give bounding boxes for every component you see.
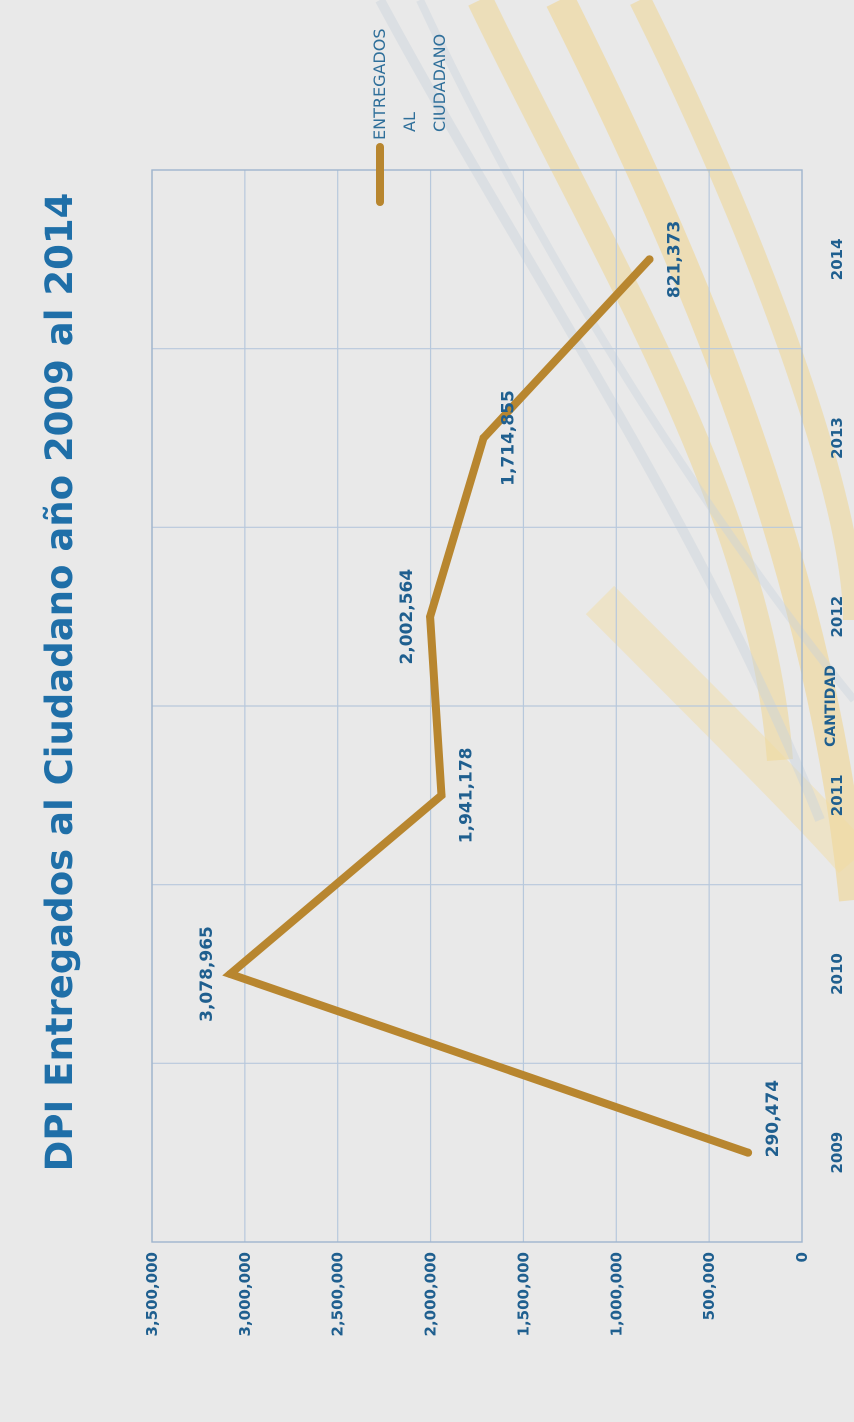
data-label: 2,002,564 xyxy=(397,569,417,665)
x-tick-label: 2009 xyxy=(828,1132,846,1174)
x-axis-ticks: 2009 2010 2011 2012 2013 2014 xyxy=(828,238,846,1173)
legend-line-3: CIUDADANO xyxy=(430,34,449,132)
data-label: 3,078,965 xyxy=(197,926,217,1022)
y-tick-label: 3,500,000 xyxy=(143,1252,161,1336)
data-labels: 290,474 3,078,965 1,941,178 2,002,564 1,714,… xyxy=(197,221,783,1158)
legend-line-1: ENTREGADOS xyxy=(370,29,389,141)
grid-lines xyxy=(151,170,802,1242)
y-tick-label: 0 xyxy=(793,1252,811,1262)
legend: ENTREGADOS AL CIUDADANO xyxy=(370,29,449,206)
plot-area xyxy=(151,169,803,1243)
data-point xyxy=(479,434,488,442)
chart-title: DPI Entregados al Ciudadano año 2009 al … xyxy=(38,193,81,1172)
y-tick-label: 500,000 xyxy=(700,1252,718,1320)
data-point xyxy=(226,970,235,978)
data-label: 1,714,855 xyxy=(499,390,519,486)
data-label: 1,941,178 xyxy=(456,747,476,843)
data-point xyxy=(426,612,435,621)
x-tick-label: 2011 xyxy=(828,774,846,816)
y-tick-label: 2,500,000 xyxy=(329,1252,347,1336)
x-tick-label: 2014 xyxy=(828,238,846,280)
x-tick-label: 2012 xyxy=(828,596,846,638)
data-point xyxy=(437,791,446,800)
x-tick-label: 2013 xyxy=(828,417,846,459)
legend-line-2: AL xyxy=(400,112,419,132)
x-tick-label: 2010 xyxy=(828,953,846,995)
data-label: 821,373 xyxy=(664,221,684,298)
y-tick-label: 1,500,000 xyxy=(514,1252,532,1336)
y-tick-label: 3,000,000 xyxy=(236,1252,254,1336)
data-point xyxy=(744,1148,753,1157)
y-axis-title: CANTIDAD xyxy=(823,665,839,747)
data-label: 290,474 xyxy=(763,1080,783,1158)
series-layer xyxy=(222,255,753,1157)
data-point xyxy=(645,255,654,264)
y-axis-ticks: 0 500,000 1,000,000 1,500,000 2,000,000 2,500… xyxy=(143,1252,811,1336)
y-tick-label: 1,000,000 xyxy=(607,1252,625,1336)
y-tick-label: 2,000,000 xyxy=(422,1252,440,1336)
series-line xyxy=(222,255,753,1157)
